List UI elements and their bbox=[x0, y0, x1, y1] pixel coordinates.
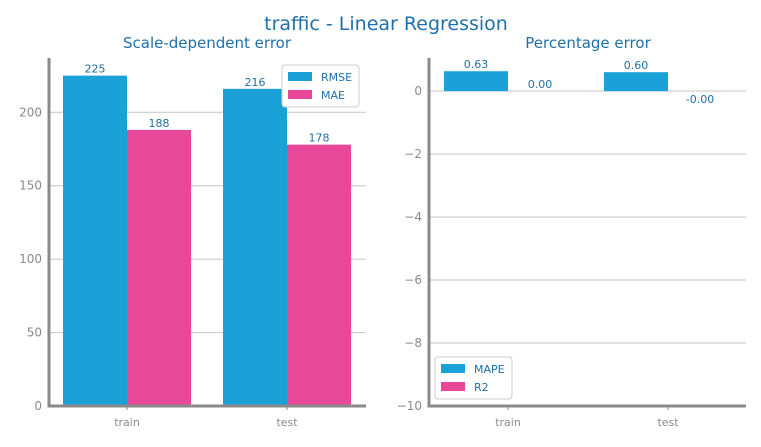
figure-title: traffic - Linear Regression bbox=[264, 13, 508, 35]
y-tick-label: −8 bbox=[404, 336, 422, 350]
x-tick-label: train bbox=[495, 416, 521, 429]
data-label: 0.00 bbox=[528, 78, 553, 91]
legend: RMSE MAE bbox=[282, 65, 359, 107]
legend: MAPE R2 bbox=[435, 357, 512, 399]
legend-label-mae: MAE bbox=[321, 89, 345, 102]
bar-rmse-train bbox=[63, 76, 127, 406]
bar-rmse-test bbox=[223, 89, 287, 406]
chart-title: Percentage error bbox=[525, 34, 651, 52]
legend-label-mape: MAPE bbox=[474, 363, 505, 376]
y-tick-label: 150 bbox=[19, 179, 42, 193]
y-tick-label: −4 bbox=[404, 210, 422, 224]
y-tick-label: 0 bbox=[414, 84, 422, 98]
y-tick-label: 200 bbox=[19, 105, 42, 119]
bar-mae-train bbox=[127, 130, 191, 406]
data-label: -0.00 bbox=[686, 93, 714, 106]
data-label: 216 bbox=[245, 76, 266, 89]
data-label: 0.63 bbox=[464, 58, 489, 71]
y-tick-label: −6 bbox=[404, 273, 422, 287]
x-tick-label: test bbox=[276, 416, 298, 429]
y-tick-label: 100 bbox=[19, 252, 42, 266]
y-tick-label: −10 bbox=[397, 399, 422, 413]
x-tick-label: train bbox=[114, 416, 140, 429]
legend-label-rmse: RMSE bbox=[321, 71, 352, 84]
bar-mape-train bbox=[444, 71, 508, 91]
y-tick-label: 0 bbox=[34, 399, 42, 413]
data-label: 225 bbox=[85, 63, 106, 76]
bar-mape-test bbox=[604, 72, 668, 91]
legend-swatch-mape bbox=[441, 364, 465, 373]
chart-percentage-error: Percentage error 0 −2 −4 −6 −8 −10 0.63 0.60 0.00… bbox=[397, 34, 746, 429]
legend-swatch-mae bbox=[288, 90, 312, 99]
legend-label-r2: R2 bbox=[474, 381, 489, 394]
bar-mae-test bbox=[287, 145, 351, 406]
data-label: 188 bbox=[149, 117, 170, 130]
chart-scale-dependent-error: Scale-dependent error 0 50 100 150 200 225 216 1… bbox=[19, 34, 366, 429]
chart-title: Scale-dependent error bbox=[123, 34, 292, 52]
data-label: 0.60 bbox=[624, 59, 649, 72]
legend-swatch-rmse bbox=[288, 72, 312, 81]
y-tick-label: −2 bbox=[404, 147, 422, 161]
data-label: 178 bbox=[309, 132, 330, 145]
y-tick-label: 50 bbox=[27, 326, 42, 340]
legend-swatch-r2 bbox=[441, 382, 465, 391]
x-tick-label: test bbox=[657, 416, 679, 429]
